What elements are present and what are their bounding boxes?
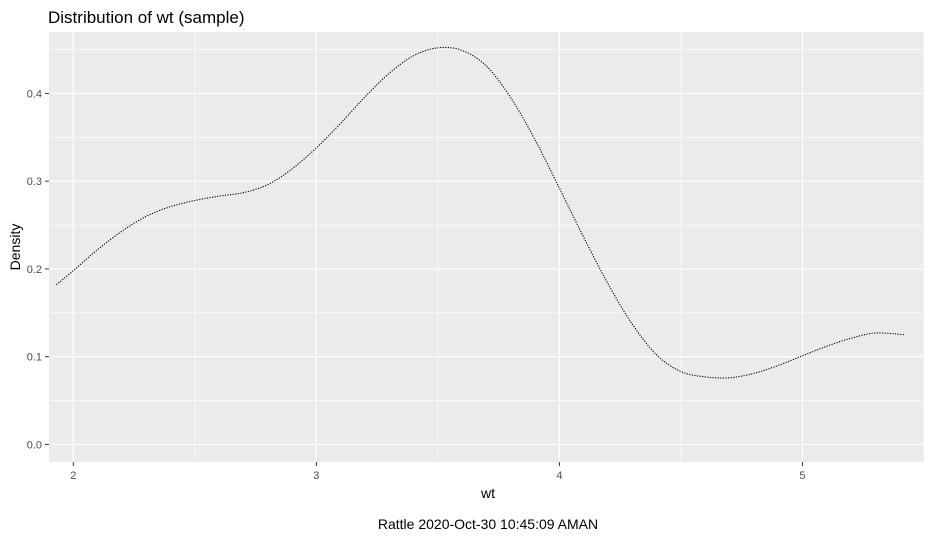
y-tick-label: 0.3 <box>27 176 42 188</box>
chart-caption: Rattle 2020-Oct-30 10:45:09 AMAN <box>378 516 598 532</box>
y-tick-label: 0.1 <box>27 352 42 364</box>
y-axis-ticks: 0.0 0.1 0.2 0.3 0.4 <box>27 88 49 451</box>
y-tick-label: 0.0 <box>27 439 42 451</box>
x-tick-label: 2 <box>70 470 76 482</box>
y-tick-label: 0.4 <box>27 88 42 100</box>
grid-lines <box>49 32 925 462</box>
chart-title: Distribution of wt (sample) <box>48 8 245 27</box>
x-tick-label: 5 <box>799 470 805 482</box>
x-tick-label: 3 <box>313 470 319 482</box>
x-tick-label: 4 <box>556 470 562 482</box>
x-axis-title: wt <box>480 485 495 501</box>
y-axis-title: Density <box>7 224 23 271</box>
x-axis-ticks: 2 3 4 5 <box>70 462 806 482</box>
y-tick-label: 0.2 <box>27 264 42 276</box>
plot-panel <box>49 32 924 462</box>
